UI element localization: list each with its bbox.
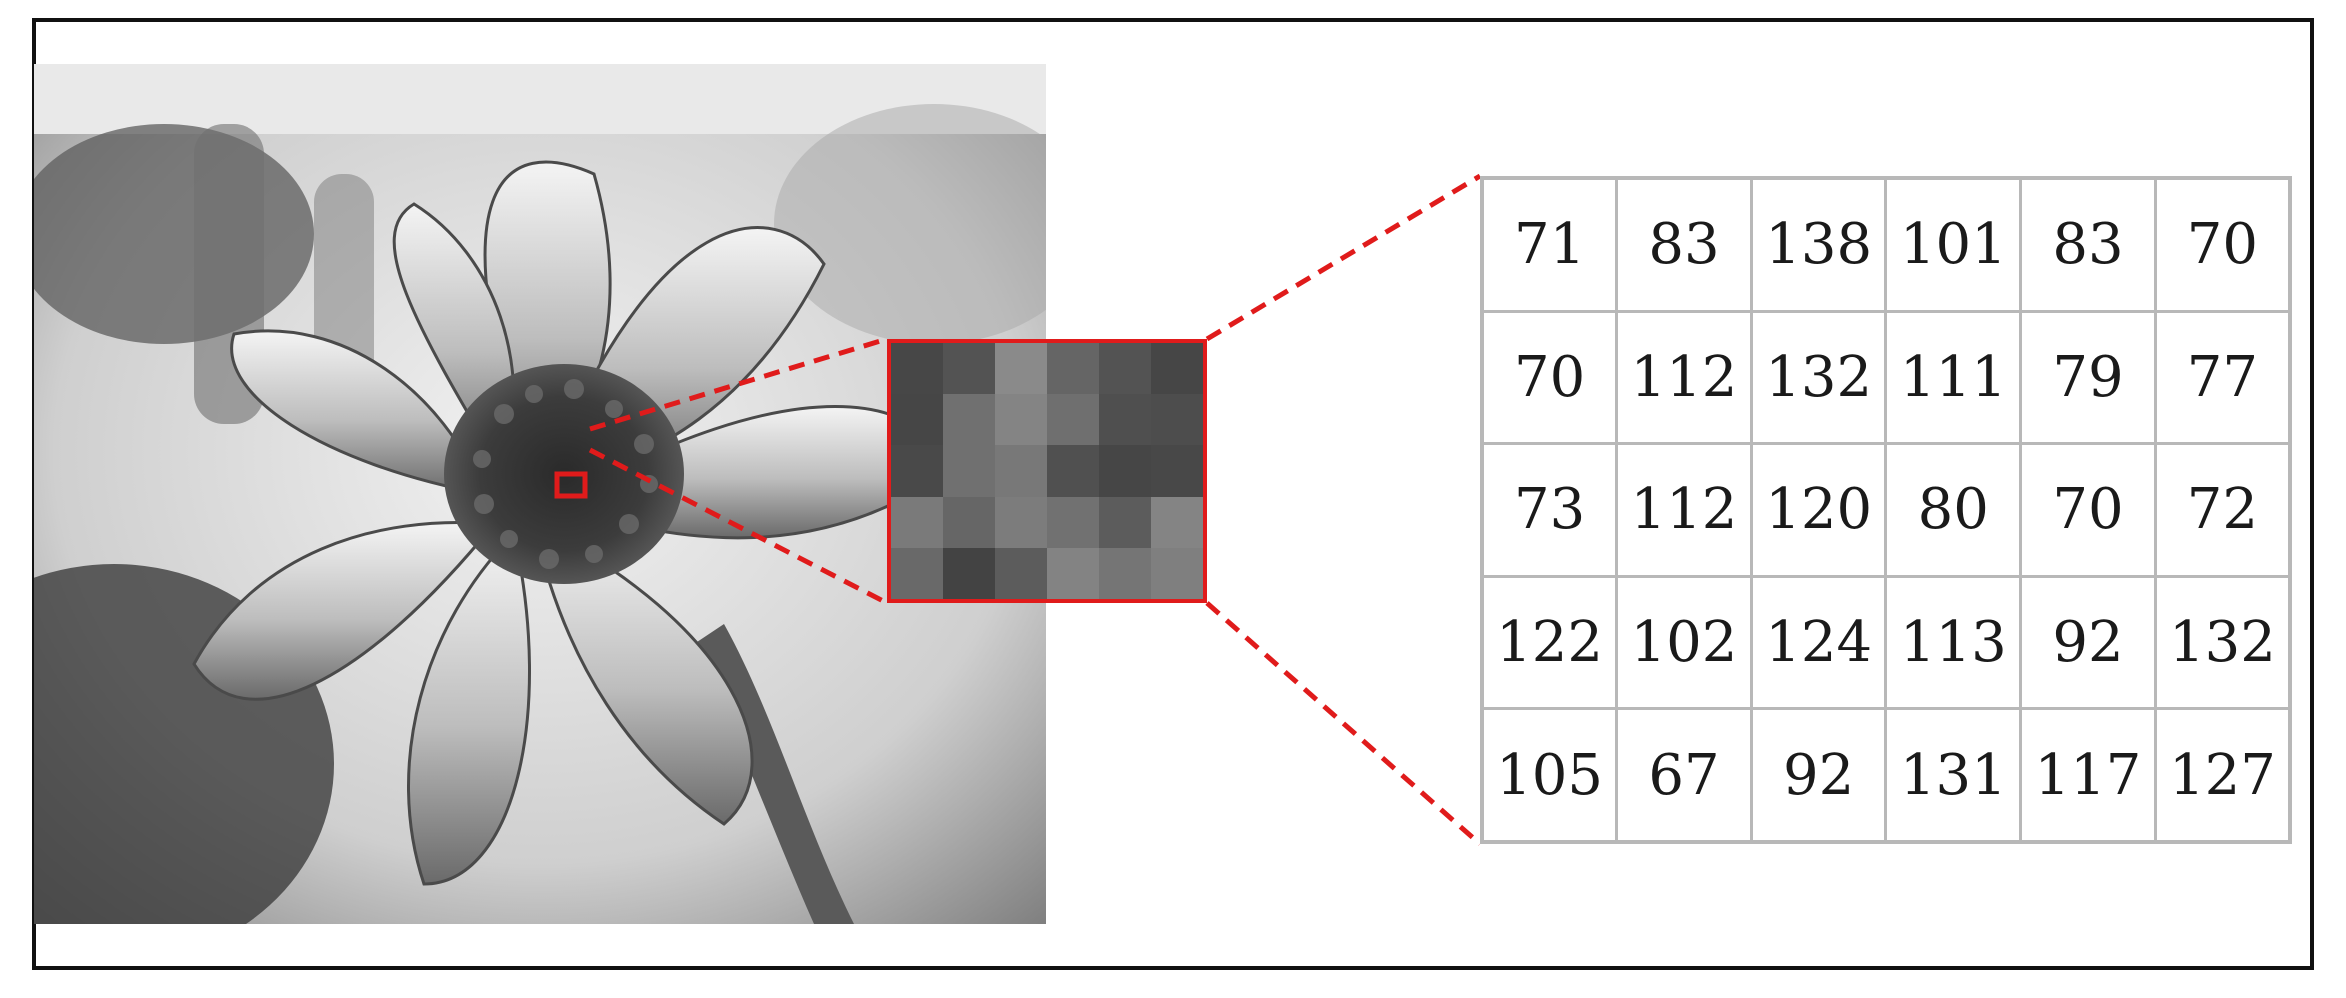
zoom-pixel bbox=[1047, 445, 1099, 497]
matrix-cell: 92 bbox=[2019, 574, 2157, 711]
matrix-cell: 67 bbox=[1615, 707, 1753, 844]
zoom-pixel bbox=[1151, 445, 1203, 497]
matrix-cell: 105 bbox=[1480, 707, 1619, 844]
matrix-row: 71 83 138 101 83 70 bbox=[1480, 176, 2292, 313]
matrix-cell: 127 bbox=[2153, 707, 2292, 844]
matrix-cell: 70 bbox=[2153, 176, 2292, 313]
matrix-cell: 131 bbox=[1884, 707, 2023, 844]
matrix-cell: 92 bbox=[1749, 707, 1888, 844]
matrix-cell: 72 bbox=[2153, 442, 2292, 578]
zoom-pixel bbox=[943, 547, 995, 599]
zoom-pixel bbox=[891, 496, 943, 548]
matrix-cell: 122 bbox=[1480, 574, 1619, 711]
zoom-pixel bbox=[891, 394, 943, 446]
zoom-pixel bbox=[891, 547, 943, 599]
zoom-pixel bbox=[1099, 394, 1151, 446]
matrix-cell: 120 bbox=[1749, 442, 1888, 578]
zoom-pixel bbox=[1047, 496, 1099, 548]
matrix-cell: 117 bbox=[2019, 707, 2157, 844]
matrix-cell: 83 bbox=[1615, 176, 1753, 313]
zoom-pixel bbox=[1099, 496, 1151, 548]
matrix-cell: 112 bbox=[1615, 309, 1753, 446]
selection-marker bbox=[554, 471, 588, 499]
zoom-pixel bbox=[1151, 547, 1203, 599]
matrix-cell: 124 bbox=[1749, 574, 1888, 711]
matrix-cell: 70 bbox=[2019, 442, 2157, 578]
zoomed-pixel-patch bbox=[887, 339, 1207, 603]
matrix-cell: 102 bbox=[1615, 574, 1753, 711]
matrix-cell: 80 bbox=[1884, 442, 2023, 578]
zoom-pixel bbox=[943, 343, 995, 395]
zoom-pixel bbox=[1047, 394, 1099, 446]
zoom-pixel bbox=[891, 343, 943, 395]
matrix-cell: 111 bbox=[1884, 309, 2023, 446]
pixel-value-matrix: 71 83 138 101 83 70 70 112 132 111 79 77 73 112 120 80 7… bbox=[1480, 176, 2292, 844]
matrix-row: 73 112 120 80 70 72 bbox=[1480, 442, 2292, 578]
zoom-pixel bbox=[943, 394, 995, 446]
matrix-cell: 70 bbox=[1480, 309, 1619, 446]
matrix-cell: 112 bbox=[1615, 442, 1753, 578]
zoom-pixel bbox=[1099, 547, 1151, 599]
matrix-row: 70 112 132 111 79 77 bbox=[1480, 309, 2292, 446]
matrix-cell: 113 bbox=[1884, 574, 2023, 711]
matrix-cell: 71 bbox=[1480, 176, 1619, 313]
zoom-pixel bbox=[1151, 343, 1203, 395]
zoom-pixel bbox=[995, 547, 1047, 599]
zoom-pixel bbox=[995, 496, 1047, 548]
matrix-cell: 79 bbox=[2019, 309, 2157, 446]
matrix-cell: 83 bbox=[2019, 176, 2157, 313]
matrix-cell: 132 bbox=[2153, 574, 2292, 711]
zoom-pixel bbox=[943, 496, 995, 548]
zoom-pixel bbox=[1151, 394, 1203, 446]
zoom-pixel bbox=[1099, 445, 1151, 497]
zoom-pixel bbox=[1047, 343, 1099, 395]
matrix-cell: 73 bbox=[1480, 442, 1619, 578]
zoom-pixel bbox=[995, 394, 1047, 446]
grayscale-flower-photo bbox=[34, 64, 1046, 924]
matrix-cell: 101 bbox=[1884, 176, 2023, 313]
zoom-pixel bbox=[1047, 547, 1099, 599]
zoom-pixel bbox=[995, 445, 1047, 497]
matrix-row: 122 102 124 113 92 132 bbox=[1480, 574, 2292, 711]
matrix-cell: 138 bbox=[1749, 176, 1888, 313]
matrix-cell: 77 bbox=[2153, 309, 2292, 446]
zoom-pixel bbox=[943, 445, 995, 497]
zoom-pixel bbox=[1151, 496, 1203, 548]
zoom-pixel bbox=[1099, 343, 1151, 395]
matrix-cell: 132 bbox=[1749, 309, 1888, 446]
zoom-pixel bbox=[891, 445, 943, 497]
zoom-pixel bbox=[995, 343, 1047, 395]
matrix-row: 105 67 92 131 117 127 bbox=[1480, 707, 2292, 844]
